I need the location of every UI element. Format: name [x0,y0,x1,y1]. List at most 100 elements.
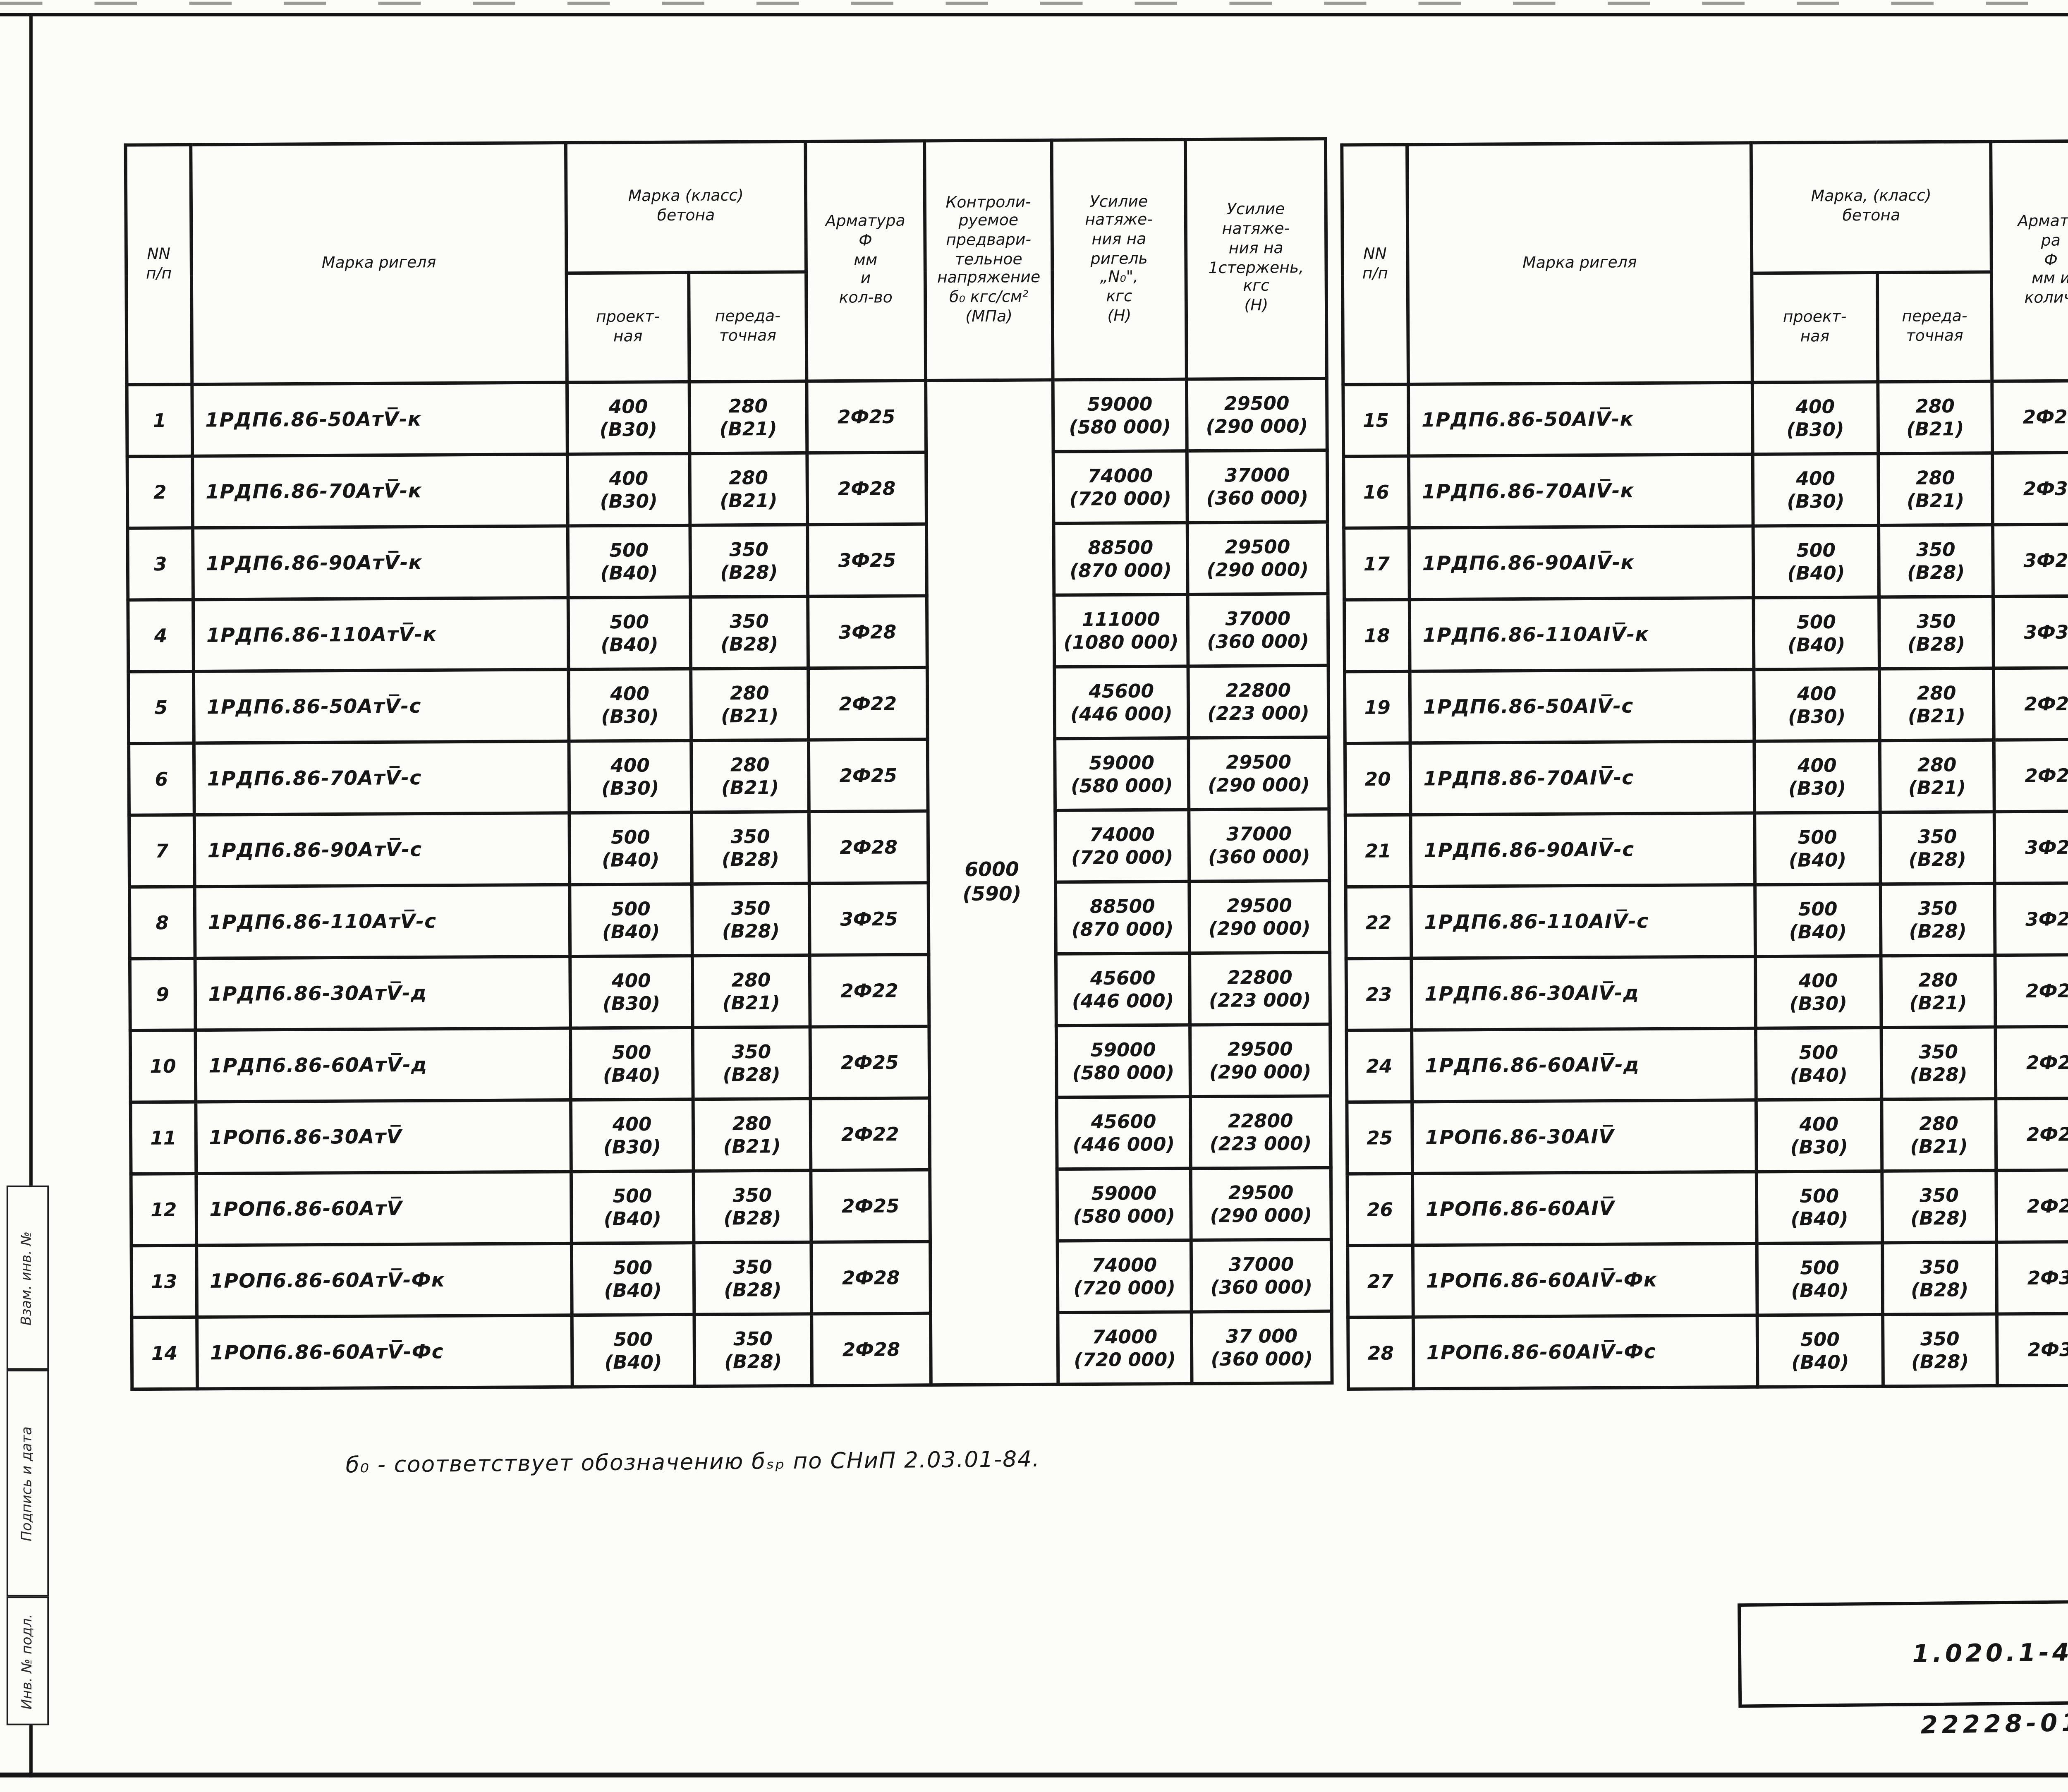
table-row: 19 1РДП6.86-50АIV̅-с 400 (В30) 280 (В21) 2Ф2… [1344,666,2068,744]
cell-force-girder: 45600 (446 000) [1054,666,1189,739]
cell-concrete-transfer: 350 (В28) [1883,1314,1997,1387]
document-code: 1.020.1-4. 3-1 ООПЗ [1912,1636,2068,1669]
cell-row-number: 23 [1346,958,1412,1030]
cell-concrete-design: 500 (В40) [1755,1028,1882,1100]
cell-rebar: 2Ф25 [808,739,928,812]
cell-girder-mark: 1РДП6.86-110АтV̅-к [193,597,569,671]
header-concrete-design: проект- ная [1752,272,1878,383]
cell-force-girder: 59000 (580 000) [1056,1025,1190,1097]
cell-concrete-transfer: 280 (В21) [691,740,809,812]
header-concrete-design: проект- ная [566,272,689,383]
cell-concrete-design: 400 (В30) [1756,1099,1882,1172]
cell-girder-mark: 1РДП6.86-60АIV̅-д [1412,1028,1756,1102]
stamp-label: Подпись и дата [19,1425,36,1541]
cell-girder-mark: 1РДП6.86-90АIV̅-к [1409,526,1754,600]
cell-girder-mark: 1РДП6.86-110АIV̅-к [1409,597,1754,671]
table-row: 17 1РДП6.86-90АIV̅-к 500 (В40) 350 (В28) 3Ф2… [1344,522,2068,600]
cell-girder-mark: 1РДП6.86-110АIV̅-с [1411,884,1756,958]
cell-concrete-transfer: 350 (В28) [693,1170,811,1243]
cell-controlled-stress: 6000 (590) [926,380,1058,1385]
header-rebar: Арматура Ф мм и кол-во [805,141,926,381]
cell-concrete-design: 400 (В30) [1754,668,1880,741]
cell-girder-mark: 1РДП6.86-90АIV̅-с [1410,813,1755,887]
header-rebar: Армату- ра Ф мм и колич. [1991,141,2068,381]
cell-concrete-transfer: 350 (В28) [1882,1242,1997,1315]
table-row: 9 1РДП6.86-30АтV̅-д 400 (В30) 280 (В21) 2Ф22… [129,952,1331,1031]
cell-concrete-design: 400 (В30) [1754,740,1880,813]
cell-rebar: 2Ф25 [811,1169,931,1242]
table-row: 14 1РОП6.86-60АтV̅-Фс 500 (В40) 350 (В28) 2Ф… [132,1311,1332,1390]
cell-row-number: 24 [1346,1030,1412,1102]
cell-rebar: 2Ф25 [1996,1098,2068,1171]
cell-force-girder: 74000 (720 000) [1053,451,1187,524]
table-row: 22 1РДП6.86-110АIV̅-с 500 (В40) 350 (В28) 3Ф… [1345,881,2068,959]
table-row: 6 1РДП6.86-70АтV̅-с 400 (В30) 280 (В21) 2Ф25… [129,737,1329,815]
cell-row-number: 12 [131,1174,197,1246]
cell-rebar: 3Ф28 [1994,883,2068,956]
cell-concrete-design: 400 (В30) [1752,453,1879,526]
table-row: 15 1РДП6.86-50АIV̅-к 400 (В30) 280 (В21) 2Ф2… [1343,379,2068,457]
cell-concrete-transfer: 350 (В28) [692,883,810,956]
cell-concrete-design: 400 (В30) [567,381,690,454]
cell-row-number: 8 [129,886,195,959]
cell-row-number: 2 [127,456,193,528]
header-force-girder: Усилие натяже- ния на ригель „N₀", кгс (… [1051,139,1187,380]
cell-girder-mark: 1РДП6.86-50АIV̅-к [1408,382,1753,456]
cell-concrete-transfer: 350 (В28) [1880,883,1995,956]
cell-girder-mark: 1РОП6.86-60АтV̅ [196,1172,572,1246]
cell-concrete-transfer: 280 (В21) [693,1098,811,1171]
cell-row-number: 1 [127,384,193,457]
cell-rebar: 2Ф25 [810,1026,930,1099]
cell-row-number: 22 [1345,886,1412,959]
frame-top-line [0,13,2068,17]
table-row: 4 1РДП6.86-110АтV̅-к 500 (В40) 350 (В28) 3Ф2… [128,594,1328,672]
left-table-container: NN п/п Марка ригеля Марка (класс) бетона Ар… [125,139,1332,1390]
cell-rebar: 3Ф28 [808,596,927,668]
cell-girder-mark: 1РДП6.86-60АтV̅-д [195,1028,571,1102]
cell-girder-mark: 1РДП6.86-110АтV̅-с [194,884,570,958]
table-row: 21 1РДП6.86-90АIV̅-с 500 (В40) 350 (В28) 3Ф2… [1345,809,2068,887]
cell-concrete-design: 500 (В40) [571,1171,694,1243]
cell-force-rod: 29500 (290 000) [1189,880,1330,953]
cell-girder-mark: 1РОП6.86-60АтV̅-Фк [196,1243,572,1318]
cell-rebar: 3Ф32 [1993,596,2068,668]
cell-concrete-design: 500 (В40) [1755,884,1881,957]
cell-concrete-transfer: 350 (В28) [1879,596,1994,669]
cell-concrete-design: 500 (В40) [1757,1243,1883,1315]
cell-rebar: 2Ф28 [809,811,929,884]
table-row: 13 1РОП6.86-60АтV̅-Фк 500 (В40) 350 (В28) 2Ф… [131,1239,1332,1318]
cell-row-number: 15 [1343,384,1409,457]
cell-row-number: 18 [1344,599,1410,672]
cell-concrete-design: 500 (В40) [1757,1314,1884,1387]
cell-force-girder: 59000 (580 000) [1057,1168,1191,1241]
cell-force-rod: 37000 (360 000) [1191,1239,1332,1312]
cell-force-rod: 37000 (360 000) [1187,594,1328,666]
cell-girder-mark: 1РДП6.86-50АтV̅-с [193,669,569,743]
cell-rebar: 2Ф28 [1994,739,2068,812]
cell-rebar: 2Ф28 [811,1313,931,1386]
cell-force-rod: 29500 (290 000) [1187,522,1328,594]
cell-row-number: 9 [129,958,196,1031]
cell-rebar: 2Ф25 [1993,667,2068,740]
header-stress: Контроли- руемое предвари- тельное напря… [924,140,1053,381]
cell-concrete-design: 500 (В40) [570,884,692,957]
cell-row-number: 16 [1343,456,1409,528]
cell-rebar: 2Ф28 [811,1241,931,1314]
cell-row-number: 26 [1347,1173,1413,1246]
cell-rebar: 2Ф22 [810,1098,930,1171]
cell-rebar: 2Ф22 [808,667,928,740]
table-row: 28 1РОП6.86-60АIV̅-Фс 500 (В40) 350 (В28) 2Ф… [1348,1311,2068,1390]
cell-concrete-transfer: 280 (В21) [689,381,807,454]
cell-concrete-design: 500 (В40) [1753,597,1879,670]
cell-row-number: 6 [129,743,194,815]
stamp-label: Инв. № подл. [19,1613,36,1709]
cell-row-number: 25 [1347,1102,1412,1174]
header-nn: NN п/п [125,144,192,385]
table-row: 16 1РДП6.86-70АIV̅-к 400 (В30) 280 (В21) 2Ф3… [1343,450,2068,528]
cell-rebar: 3Ф28 [1993,524,2068,597]
cell-force-girder: 74000 (720 000) [1058,1312,1192,1385]
cell-concrete-transfer: 350 (В28) [1881,1027,1996,1100]
cell-force-rod: 22800 (223 000) [1190,952,1331,1025]
cell-rebar: 3Ф25 [807,524,927,597]
